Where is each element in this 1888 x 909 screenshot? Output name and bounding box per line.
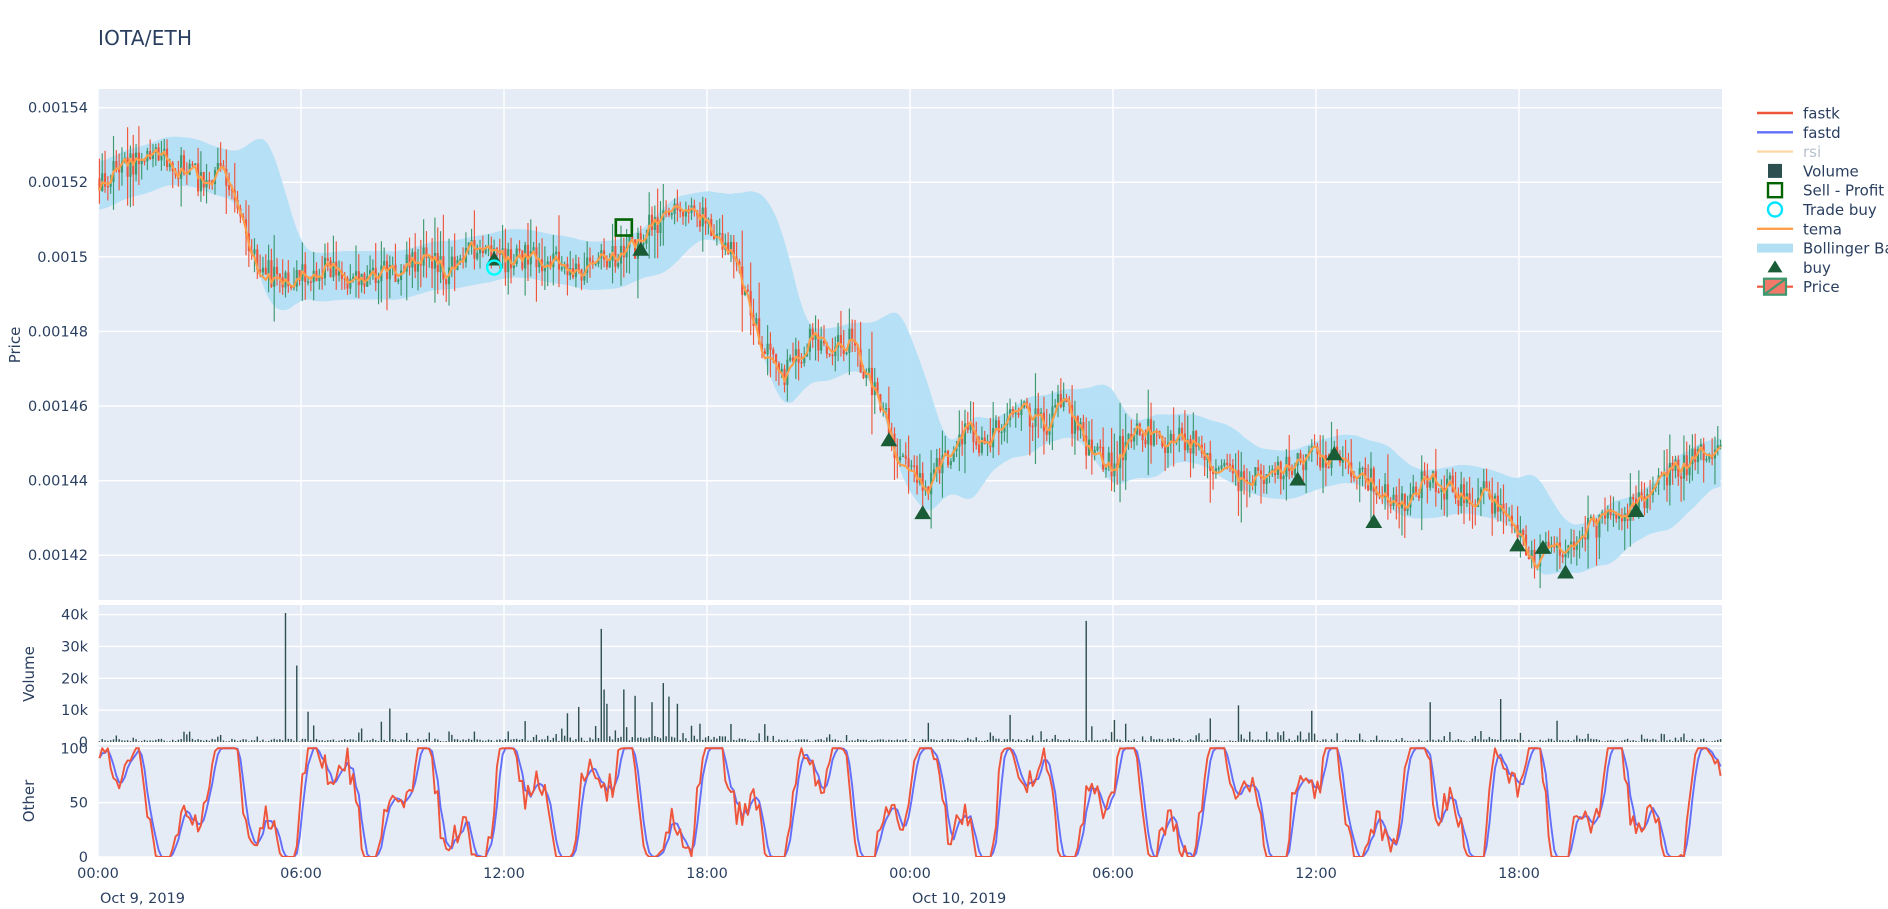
- trade-markers: [485, 218, 1645, 579]
- y-tick-label: 30k: [61, 639, 88, 655]
- legend-candle-diagonal: [1763, 277, 1787, 296]
- legend-band-swatch: [1757, 243, 1793, 253]
- legend-item-rsi[interactable]: rsi: [1757, 143, 1821, 161]
- y-tick-label: 40k: [61, 608, 88, 624]
- x-tick-label: 12:00: [1295, 866, 1337, 882]
- legend-label: Price: [1803, 278, 1840, 296]
- legend-item-buy[interactable]: buy: [1767, 259, 1832, 277]
- legend-label: buy: [1803, 259, 1831, 277]
- x-axis-date-label: Oct 9, 2019: [100, 891, 185, 907]
- legend-item-fastk[interactable]: fastk: [1757, 105, 1840, 123]
- volume-bars: [98, 612, 1722, 742]
- legend-label: tema: [1803, 220, 1842, 238]
- legend-label: fastk: [1803, 105, 1840, 123]
- legend-label: rsi: [1803, 143, 1821, 161]
- legend-label: Sell - Profit: [1803, 182, 1884, 200]
- x-tick-label: 00:00: [77, 866, 119, 882]
- other-axis-label: Other: [20, 779, 38, 822]
- legend-label: Bollinger Band: [1803, 240, 1888, 258]
- y-tick-label: 20k: [61, 671, 88, 687]
- tema-line: [98, 148, 1722, 570]
- x-tick-label: 18:00: [1498, 866, 1540, 882]
- y-tick-label: 0.00144: [28, 474, 88, 490]
- legend-square-icon: [1768, 163, 1782, 178]
- legend-item-price[interactable]: Price: [1757, 277, 1840, 296]
- legend-triangle-icon: [1767, 260, 1783, 273]
- axis-ticks: 0.00142 0.00144 0.00146 0.00148 0.0015 0.0015…: [28, 101, 1540, 907]
- price-axis-label: Price: [6, 327, 24, 364]
- x-tick-label: 00:00: [889, 866, 931, 882]
- legend-item-sell-profit[interactable]: Sell - Profit: [1766, 181, 1884, 200]
- y-tick-label: 100: [60, 741, 88, 757]
- x-tick-label: 18:00: [686, 866, 728, 882]
- oscillator-lines: [98, 747, 1722, 857]
- legend-label: Trade buy: [1802, 201, 1877, 219]
- legend-square-open-icon: [1766, 181, 1784, 199]
- y-tick-label: 0.00146: [28, 399, 88, 415]
- x-tick-label: 06:00: [280, 866, 322, 882]
- y-tick-label: 0: [79, 850, 88, 866]
- legend-item-trade-buy[interactable]: Trade buy: [1766, 201, 1877, 219]
- legend-item-fastd[interactable]: fastd: [1757, 124, 1841, 142]
- chart-title: IOTA/ETH: [98, 26, 193, 50]
- bollinger-band-area: [99, 136, 1721, 575]
- volume-axis-label: Volume: [20, 646, 38, 702]
- y-tick-label: 0.00154: [28, 101, 88, 117]
- legend-item-tema[interactable]: tema: [1757, 220, 1842, 238]
- legend-circle-open-icon: [1766, 201, 1784, 218]
- legend-label: fastd: [1803, 124, 1841, 142]
- legend-label: Volume: [1803, 162, 1859, 180]
- y-tick-label: 0.00152: [28, 175, 88, 191]
- x-tick-label: 06:00: [1092, 866, 1134, 882]
- y-tick-label: 0.0015: [37, 250, 88, 266]
- y-tick-label: 0.00148: [28, 324, 88, 340]
- legend-item-bollinger-band[interactable]: Bollinger Band: [1757, 240, 1888, 258]
- y-tick-label: 10k: [61, 703, 88, 719]
- y-tick-label: 50: [70, 796, 88, 812]
- y-tick-label: 0.00142: [28, 548, 88, 564]
- legend-item-volume[interactable]: Volume: [1768, 162, 1859, 180]
- x-tick-label: 12:00: [483, 866, 525, 882]
- y-tick-label: 0: [79, 735, 88, 751]
- x-axis-date-label: Oct 10, 2019: [912, 891, 1006, 907]
